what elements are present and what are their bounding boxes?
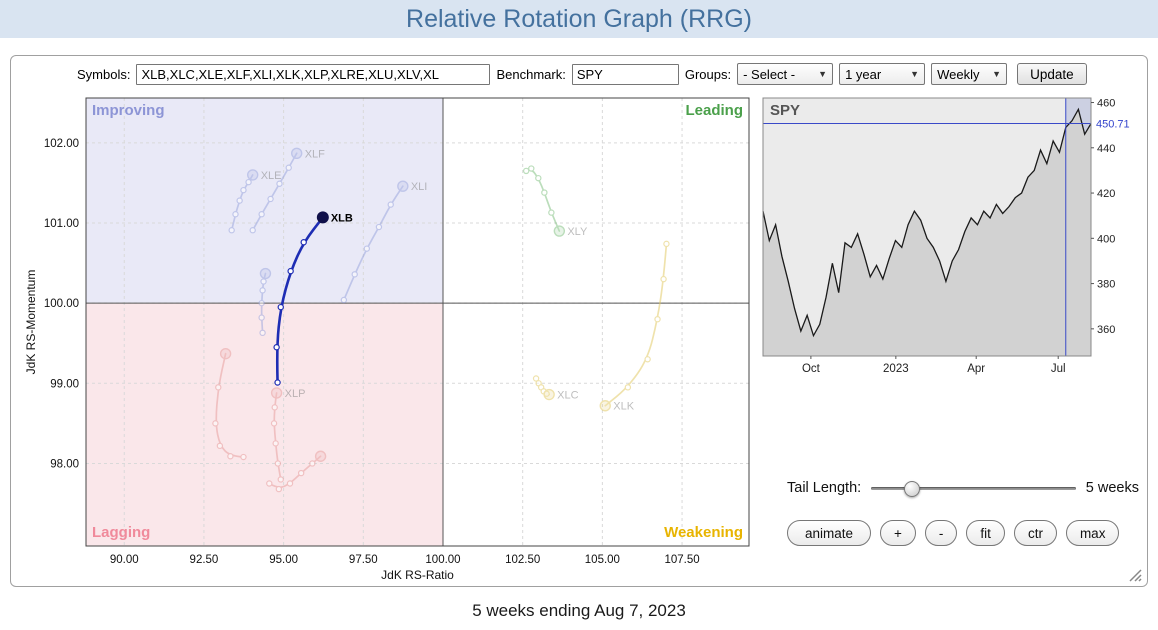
rrg-series-XLK[interactable]: XLK [599,240,670,413]
benchmark-input[interactable] [571,63,679,85]
svg-text:Lagging: Lagging [92,524,150,541]
symbols-input[interactable] [136,63,491,85]
svg-text:JdK RS-Momentum: JdK RS-Momentum [24,270,38,375]
svg-text:Oct: Oct [802,363,821,375]
svg-text:XLB: XLB [331,212,353,224]
svg-text:SPY: SPY [770,102,800,119]
svg-text:450.71: 450.71 [1096,119,1130,131]
svg-text:90.00: 90.00 [110,554,139,566]
svg-text:380: 380 [1097,279,1115,291]
rrg-series-XLC[interactable]: XLC [532,375,579,402]
svg-text:95.00: 95.00 [269,554,298,566]
tail-length-slider[interactable] [871,480,1076,497]
center-button[interactable]: ctr [1013,520,1057,546]
rrg-series-XLRE[interactable] [266,450,327,493]
frequency-select-value: Weekly [937,66,980,82]
svg-text:99.00: 99.00 [50,378,79,390]
slider-thumb[interactable] [903,481,920,497]
svg-text:102.50: 102.50 [505,554,540,566]
max-button[interactable]: max [1065,520,1120,546]
chevron-down-icon: ▼ [992,69,1002,79]
rrg-series-XLP[interactable]: XLP [270,387,306,483]
svg-text:Apr: Apr [967,363,985,375]
tail-length-control: Tail Length: 5 weeks [787,480,1139,497]
svg-text:XLF: XLF [305,148,325,160]
rrg-series-XLF[interactable]: XLF [249,147,325,234]
svg-text:400: 400 [1097,233,1115,245]
rrg-series-XLU[interactable] [212,347,247,461]
main-panel: Symbols: Benchmark: Groups: - Select - ▼… [10,55,1148,587]
svg-text:Jul: Jul [1051,363,1066,375]
svg-text:107.50: 107.50 [664,554,699,566]
fit-button[interactable]: fit [966,520,1005,546]
symbols-label: Symbols: [77,66,131,82]
app-header: Relative Rotation Graph (RRG) [0,0,1158,38]
rrg-series-XLY[interactable]: XLY [522,165,588,238]
svg-text:102.00: 102.00 [44,138,79,150]
period-select-value: 1 year [845,66,882,82]
groups-label: Groups: [684,66,732,82]
slider-track[interactable] [871,487,1076,490]
svg-text:460: 460 [1097,98,1115,110]
svg-text:JdK RS-Ratio: JdK RS-Ratio [381,568,454,582]
svg-text:105.00: 105.00 [585,554,620,566]
svg-text:XLY: XLY [567,226,588,238]
page-title: Relative Rotation Graph (RRG) [406,5,752,33]
svg-text:92.50: 92.50 [190,554,219,566]
svg-text:Improving: Improving [92,102,165,119]
footer-caption: 5 weeks ending Aug 7, 2023 [472,601,686,620]
rrg-series-XLE[interactable]: XLE [228,169,282,234]
rrg-svg: 90.00 92.50 95.00 97.50 100.00 102.50 105.00 10… [24,97,750,582]
benchmark-label: Benchmark: [496,66,566,82]
resize-grip-icon[interactable] [1126,566,1142,582]
groups-select[interactable]: - Select - ▼ [737,63,834,85]
rrg-chart[interactable]: 90.00 92.50 95.00 97.50 100.00 102.50 105.00 10… [21,91,766,596]
svg-text:360: 360 [1097,324,1115,336]
svg-text:98.00: 98.00 [50,458,79,470]
period-select[interactable]: 1 year ▼ [839,63,926,85]
chevron-down-icon: ▼ [818,69,828,79]
svg-text:XLI: XLI [411,181,428,193]
svg-text:420: 420 [1097,188,1115,200]
svg-text:2023: 2023 [883,363,909,375]
rrg-series-XLI[interactable]: XLI [340,180,428,304]
toolbar: Symbols: Benchmark: Groups: - Select - ▼… [77,63,1087,85]
svg-text:100.00: 100.00 [44,298,79,310]
spy-svg: 360 380 400 420 440 460 450.71 Oct 2023 Apr Jul SPY [762,97,1130,375]
svg-text:Weakening: Weakening [664,524,743,541]
groups-select-value: - Select - [743,66,796,82]
rrg-series-XLB[interactable]: XLB [273,211,353,386]
chevron-down-icon: ▼ [910,69,920,79]
animate-button[interactable]: animate [787,520,872,546]
svg-text:XLP: XLP [285,388,306,400]
tail-length-value: 5 weeks [1085,480,1139,496]
svg-text:101.00: 101.00 [44,218,79,230]
svg-text:100.00: 100.00 [425,554,460,566]
tail-length-label: Tail Length: [787,480,862,496]
rrg-series-XLV[interactable] [258,267,272,337]
zoom-in-button[interactable]: + [880,520,916,546]
svg-text:97.50: 97.50 [349,554,378,566]
update-button[interactable]: Update [1017,63,1087,85]
zoom-out-button[interactable]: - [924,520,958,546]
chart-buttons: animate + - fit ctr max [787,520,1139,546]
spy-price-chart: 360 380 400 420 440 460 450.71 Oct 2023 Apr Jul SPY [756,91,1156,386]
svg-text:Leading: Leading [685,102,743,119]
svg-text:440: 440 [1097,143,1115,155]
frequency-select[interactable]: Weekly ▼ [931,63,1008,85]
svg-text:XLK: XLK [613,401,634,413]
svg-text:XLC: XLC [557,390,578,402]
svg-text:XLE: XLE [261,170,282,182]
